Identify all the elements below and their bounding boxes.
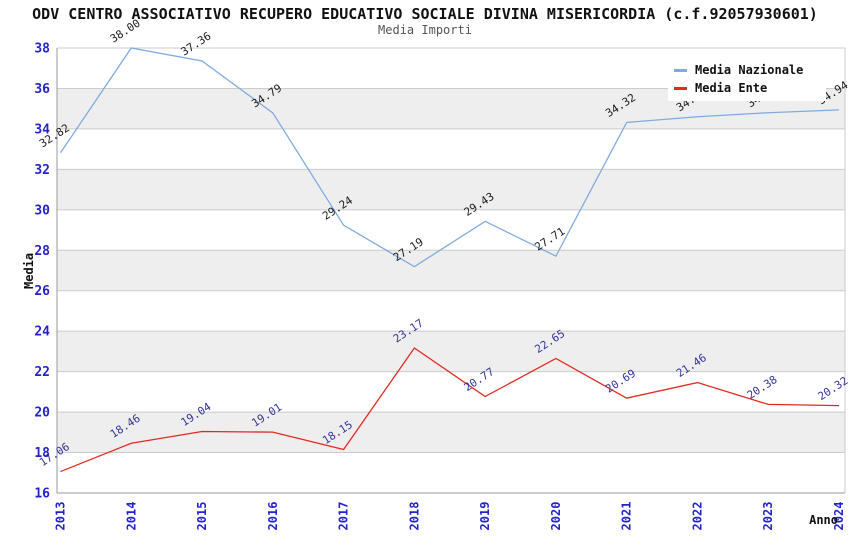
y-axis-tick-label: 36 bbox=[34, 82, 50, 97]
legend-label: Media Ente bbox=[695, 81, 768, 95]
plot-stripe bbox=[57, 452, 845, 493]
x-axis-tick-label: 2023 bbox=[761, 502, 775, 531]
y-axis-tick-label: 26 bbox=[34, 284, 50, 299]
x-axis-tick-label: 2024 bbox=[832, 502, 846, 531]
x-axis-tick-label: 2017 bbox=[337, 502, 351, 531]
x-axis-tick-label: 2016 bbox=[266, 502, 280, 531]
chart-title: ODV CENTRO ASSOCIATIVO RECUPERO EDUCATIV… bbox=[32, 5, 818, 23]
y-axis-tick-label: 20 bbox=[34, 406, 50, 421]
x-axis-tick-label: 2020 bbox=[549, 502, 563, 531]
x-axis-tick-label: 2021 bbox=[620, 502, 634, 531]
y-axis-tick-label: 32 bbox=[34, 163, 50, 178]
y-axis-tick-label: 28 bbox=[34, 244, 50, 259]
legend-line-sample-red-icon bbox=[674, 86, 687, 90]
plot-stripe bbox=[57, 331, 845, 372]
series-line-media-nazionale bbox=[59, 47, 840, 268]
plot-stripe bbox=[57, 169, 845, 210]
x-axis-tick-label: 2022 bbox=[690, 502, 704, 531]
x-axis-title: Anno bbox=[809, 513, 838, 527]
legend: Media Nazionale Media Ente bbox=[668, 57, 826, 101]
x-axis-tick-label: 2019 bbox=[478, 502, 492, 531]
y-axis-tick-label: 30 bbox=[34, 203, 50, 218]
x-axis-tick-label: 2018 bbox=[407, 502, 421, 531]
plot-stripe bbox=[57, 412, 845, 453]
y-axis-tick-label: 38 bbox=[34, 42, 50, 57]
plot-stripe bbox=[57, 371, 845, 413]
y-axis-tick-label: 24 bbox=[34, 325, 50, 340]
plot-stripe bbox=[57, 209, 845, 251]
x-axis-tick-label: 2013 bbox=[54, 502, 68, 531]
legend-label: Media Nazionale bbox=[695, 63, 804, 77]
plot-stripe bbox=[57, 128, 845, 170]
x-axis-tick-label: 2014 bbox=[124, 502, 138, 531]
legend-line-sample-blue-icon bbox=[674, 68, 687, 72]
series-line-media-ente bbox=[60, 347, 840, 473]
legend-item-ente: Media Ente bbox=[674, 79, 820, 97]
y-axis-tick-label: 16 bbox=[34, 487, 50, 502]
y-axis-title: Media bbox=[22, 252, 36, 289]
y-axis-tick-label: 34 bbox=[34, 122, 50, 137]
y-axis-tick-label: 18 bbox=[34, 446, 50, 461]
plot-stripe bbox=[57, 250, 845, 291]
legend-item-nazionale: Media Nazionale bbox=[674, 61, 820, 79]
chart-subtitle: Media Importi bbox=[378, 23, 472, 37]
y-axis-tick-label: 22 bbox=[34, 365, 50, 380]
plot-stripe bbox=[57, 290, 845, 332]
x-axis-tick-label: 2015 bbox=[195, 502, 209, 531]
